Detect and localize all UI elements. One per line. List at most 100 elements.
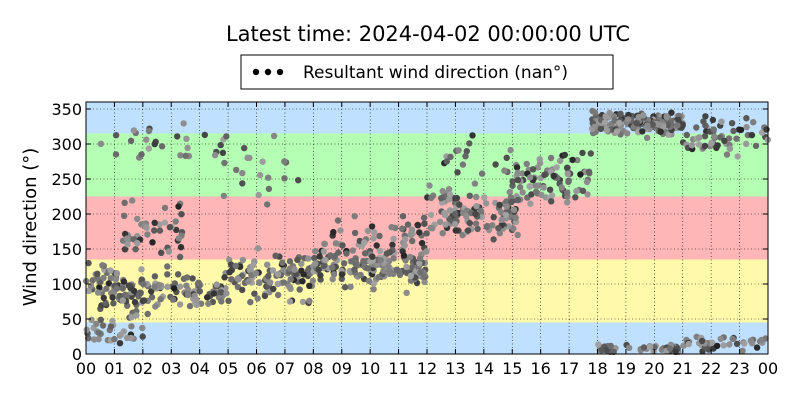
data-point [370,286,377,293]
x-tick-label: 21 [673,359,693,378]
data-point [274,291,282,299]
data-point [474,225,481,233]
data-point [246,154,253,162]
data-point [553,164,560,171]
data-point [195,279,202,286]
data-point [184,144,191,152]
data-point [343,250,350,257]
data-point [228,276,235,283]
data-point [371,229,378,236]
data-point [529,166,537,173]
y-tick-label: 250 [51,170,82,189]
y-tick-label: 150 [51,240,82,259]
data-point [752,142,760,150]
data-point [85,259,92,267]
data-point [316,253,323,260]
data-point [743,123,750,131]
data-point [733,340,741,347]
data-point [436,218,444,226]
data-point [234,275,241,282]
data-point [105,280,113,287]
x-tick-label: 22 [701,359,721,378]
data-point [696,134,703,141]
data-point [124,241,131,248]
data-point [232,262,239,270]
data-point [305,255,312,262]
data-point [591,123,598,131]
data-point [513,164,521,171]
data-point [93,320,100,327]
data-point [601,119,609,126]
x-tick-label: 23 [729,359,749,378]
data-point [385,258,393,265]
data-point [183,282,190,289]
data-point [502,211,510,219]
data-point [322,256,329,264]
data-point [338,271,346,278]
data-point [252,270,260,277]
data-point [112,151,120,158]
data-point [602,113,609,120]
data-point [466,140,473,147]
data-point [750,119,757,126]
data-point [496,230,503,237]
x-tick-label: 13 [445,359,465,378]
data-point [418,239,426,247]
data-point [217,141,224,149]
data-point [519,170,526,177]
data-point [447,191,454,198]
data-point [151,227,158,234]
x-tick-label: 15 [502,359,522,378]
data-point [183,135,190,142]
y-tick-label: 350 [51,100,82,119]
data-point [259,158,266,165]
data-point [709,116,717,124]
data-point [547,154,555,162]
data-point [330,271,338,278]
data-point [365,277,373,285]
data-point [239,286,246,294]
data-point [321,240,328,248]
data-point [447,153,454,160]
data-point [373,242,380,249]
data-point [501,167,508,174]
data-point [107,267,114,274]
data-point [312,260,319,267]
data-point [130,127,138,134]
data-point [563,164,571,171]
data-point [498,216,505,223]
data-point [701,142,709,150]
data-point [574,156,581,164]
data-point [97,316,105,323]
chart-title: Latest time: 2024-04-02 00:00:00 UTC [226,22,630,46]
data-point [695,141,703,148]
data-point [103,285,110,292]
data-point [145,127,153,135]
data-point [286,298,294,305]
data-point [361,250,369,257]
data-point [164,263,171,270]
data-point [753,344,761,351]
data-point [100,294,108,302]
y-tick-label: 100 [51,275,82,294]
data-point [315,266,322,273]
data-point [445,185,453,193]
data-point [239,256,247,264]
data-point [572,194,579,201]
data-point [254,295,261,302]
data-point [407,231,414,238]
data-point [721,137,728,144]
data-point [286,283,293,291]
data-point [330,228,337,236]
data-point [213,281,220,288]
data-point [482,200,490,207]
data-point [734,153,741,160]
data-point [763,126,770,133]
data-point [718,118,725,125]
data-point [119,297,127,304]
legend: Resultant wind direction (nan°) [240,54,614,90]
data-point [370,235,377,242]
data-point [747,337,754,344]
data-point [270,132,278,140]
data-point [151,140,158,148]
